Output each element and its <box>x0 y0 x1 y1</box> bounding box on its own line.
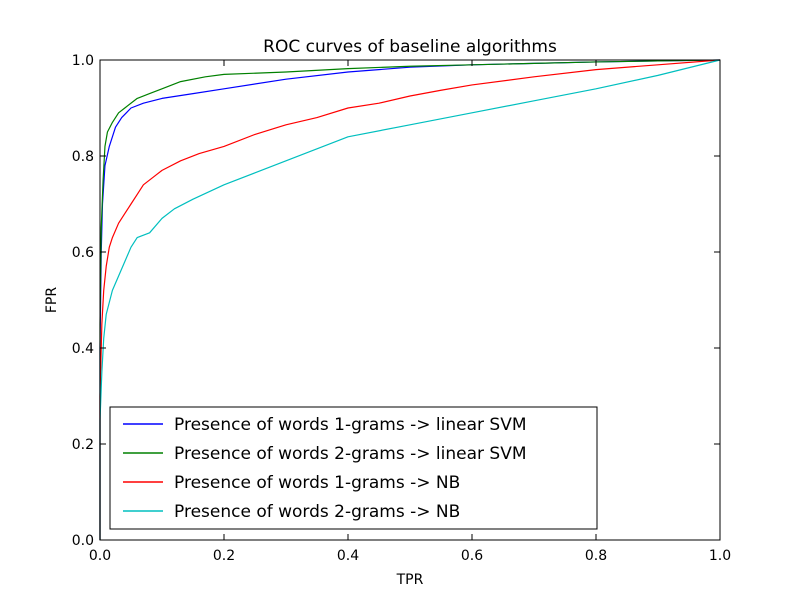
legend-label-4: Presence of words 2-grams -> NB <box>174 502 460 522</box>
y-tick-label: 0.2 <box>72 437 94 453</box>
legend: Presence of words 1-grams -> linear SVM P… <box>109 406 598 530</box>
x-tick-label: 0.2 <box>213 548 235 564</box>
chart-title: ROC curves of baseline algorithms <box>263 37 557 57</box>
plot-frame <box>99 59 721 541</box>
x-axis-label: TPR <box>396 572 424 588</box>
y-tick-label: 0.6 <box>72 245 94 261</box>
legend-label-1: Presence of words 1-grams -> linear SVM <box>174 415 527 435</box>
x-tick-label: 0.0 <box>89 548 111 564</box>
series-line-4 <box>99 59 721 540</box>
y-tick-label: 0.4 <box>72 341 94 357</box>
x-tick-label: 1.0 <box>709 548 731 564</box>
plot-area <box>99 59 721 540</box>
y-axis-label: FPR <box>44 287 60 313</box>
x-tick-label: 0.4 <box>337 548 359 564</box>
legend-label-3: Presence of words 1-grams -> NB <box>174 473 460 493</box>
series-line-3 <box>99 59 721 540</box>
legend-box <box>109 406 598 530</box>
x-tick-label: 0.8 <box>585 548 607 564</box>
y-tick-label: 1.0 <box>72 53 94 69</box>
x-tick-label: 0.6 <box>461 548 483 564</box>
series-line-2 <box>99 59 721 540</box>
legend-label-2: Presence of words 2-grams -> linear SVM <box>174 444 527 464</box>
axes: 0.0 0.2 0.4 0.6 0.8 1.0 0.0 0.2 0.4 0.6 0.8 1.0 <box>72 53 731 564</box>
y-tick-label: 0.0 <box>72 533 94 549</box>
y-tick-label: 0.8 <box>72 149 94 165</box>
